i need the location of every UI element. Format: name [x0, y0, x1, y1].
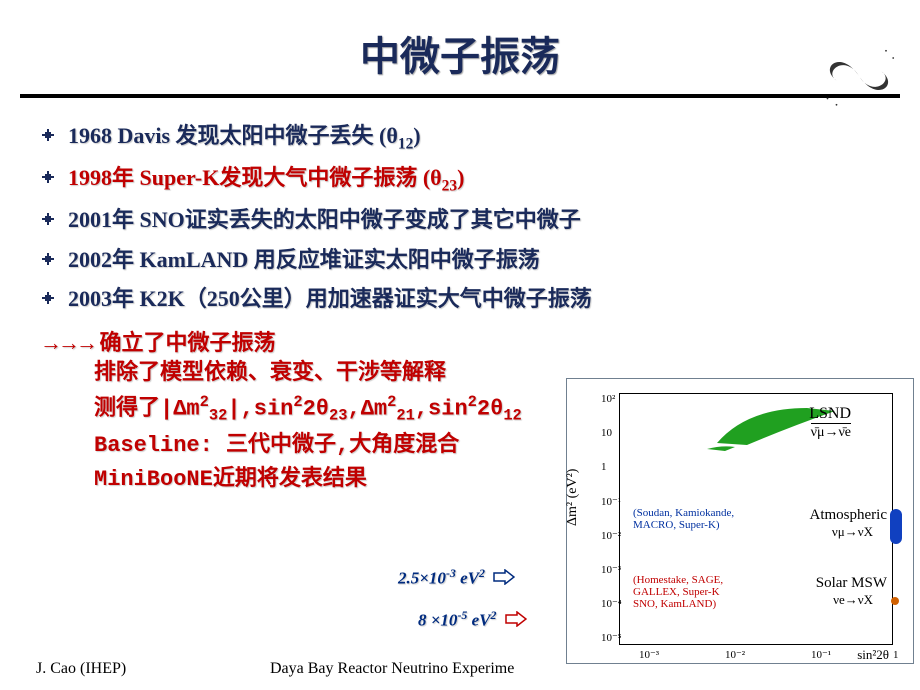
atm-label: Atmospheric	[810, 507, 887, 524]
footer-title: Daya Bay Reactor Neutrino Experime	[270, 660, 514, 678]
chart-xtick: 10⁻²	[725, 648, 745, 661]
bullet-2: 1998年 Super-K发现大气中微子振荡 (θ23)	[40, 158, 880, 200]
logo-galaxy-icon	[814, 40, 904, 110]
title-divider	[20, 94, 900, 98]
arrow-right-icon	[493, 569, 515, 590]
chart-ytick: 10⁻⁵	[601, 631, 622, 644]
chart-ylabel: Δm² (eV²)	[565, 469, 581, 526]
chart-ytick: 10⁻⁴	[601, 597, 622, 610]
annot-atmospheric: 2.5×10-3 eV2	[398, 566, 515, 590]
lsnd-decay-label: ν̄μ→ν̄e	[811, 423, 851, 441]
chart-ytick: 10	[601, 427, 612, 439]
bullet-list: 1968 Davis 发现太阳中微子丢失 (θ12) 1998年 Super-K…	[40, 116, 880, 319]
chart-xtick: 10⁻³	[639, 648, 659, 661]
chart-ytick: 10⁻¹	[601, 495, 621, 508]
slide-title: 中微子振荡	[0, 0, 920, 94]
bullet-1: 1968 Davis 发现太阳中微子丢失 (θ12)	[40, 116, 880, 158]
bullet-4: 2002年 KamLAND 用反应堆证实太阳中微子振荡	[40, 240, 880, 280]
chart-xlabel: sin²2θ	[857, 647, 889, 663]
atmospheric-region	[890, 509, 902, 544]
arrow-icon: →→→	[40, 330, 94, 355]
chart-xtick: 1	[893, 649, 899, 661]
chart-ytick: 10²	[601, 393, 615, 405]
atm-experiments-label: (Soudan, Kamiokande, MACRO, Super-K)	[633, 507, 734, 531]
conclusion-arrow-line: →→→ 确立了中微子振荡	[40, 319, 880, 357]
oscillation-chart: Δm² (eV²) LSND ν̄μ→ν̄e (Soudan, Kamiokan…	[566, 378, 914, 664]
footer-author: J. Cao (IHEP)	[36, 660, 126, 678]
bullet-3: 2001年 SNO证实丢失的太阳中微子变成了其它中微子	[40, 200, 880, 240]
lsnd-label: LSND	[809, 405, 851, 423]
solar-region	[891, 597, 899, 605]
chart-xtick: 10⁻¹	[811, 648, 831, 661]
solar-decay-label: νe→νX	[833, 592, 873, 608]
solar-experiments-label: (Homestake, SAGE, GALLEX, Super-K SNO, K…	[633, 574, 723, 610]
annot-solar: 8 ×10-5 eV2	[418, 608, 527, 632]
chart-ytick: 1	[601, 461, 607, 473]
bullet-5: 2003年 K2K（250公里）用加速器证实大气中微子振荡	[40, 279, 880, 319]
arrow-right-icon	[505, 611, 527, 632]
chart-ytick: 10⁻³	[601, 563, 621, 576]
chart-ytick: 10⁻²	[601, 529, 621, 542]
solar-label: Solar MSW	[816, 575, 887, 592]
atm-decay-label: νμ→νX	[832, 524, 873, 540]
